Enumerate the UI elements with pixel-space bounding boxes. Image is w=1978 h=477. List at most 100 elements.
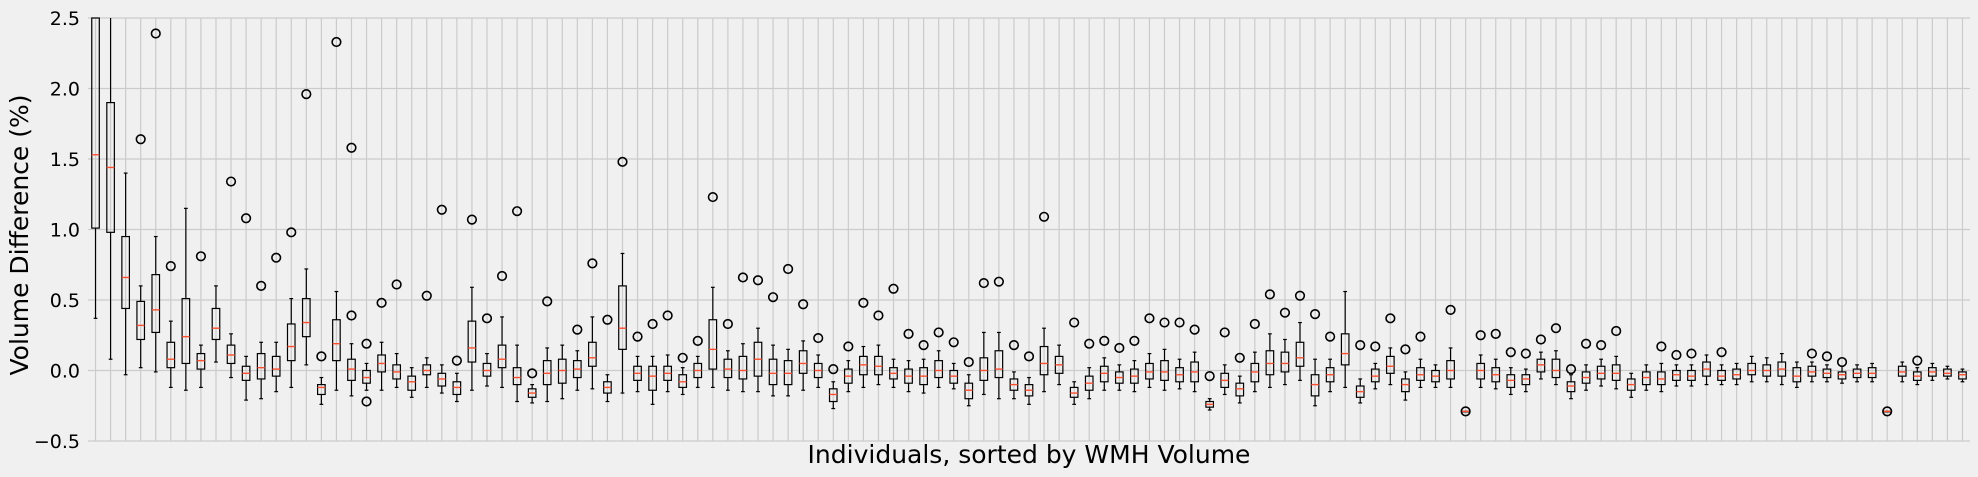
outlier-point: [903, 328, 914, 339]
box: [512, 367, 522, 386]
box-group: [1340, 290, 1350, 389]
box-group: [1174, 317, 1185, 390]
y-tick-label: 2.0: [50, 79, 80, 101]
outlier-point: [662, 310, 673, 321]
outlier-point: [496, 270, 508, 282]
outlier-point: [1550, 323, 1562, 334]
box-group: [301, 89, 312, 366]
outlier-point: [1580, 338, 1592, 349]
box: [723, 358, 733, 379]
box-group: [948, 337, 959, 390]
box: [211, 307, 221, 341]
outlier-point: [361, 338, 372, 349]
outlier-point: [888, 283, 899, 294]
box: [1401, 378, 1410, 393]
outlier-point: [1008, 340, 1020, 351]
outlier-point: [1806, 348, 1818, 359]
box: [1521, 374, 1531, 386]
box-group: [1716, 347, 1727, 386]
box: [678, 374, 688, 389]
outlier-point: [165, 261, 176, 272]
box: [1099, 365, 1109, 383]
box-group: [1611, 325, 1622, 390]
box-group: [767, 292, 779, 397]
box-group: [692, 335, 703, 389]
outlier-point: [451, 355, 462, 366]
outlier-point: [737, 272, 749, 283]
outlier-point: [1445, 304, 1456, 315]
outlier-point: [1565, 363, 1577, 375]
box: [121, 235, 131, 310]
box-group: [1535, 334, 1547, 380]
box: [1310, 374, 1320, 397]
box-group: [240, 213, 252, 401]
outlier-point: [1023, 351, 1035, 362]
box: [332, 319, 341, 362]
y-tick-label: 2.5: [50, 8, 80, 30]
box: [1611, 364, 1621, 381]
box-group: [798, 299, 809, 391]
box-group: [707, 191, 718, 389]
outlier-point: [993, 276, 1004, 287]
box-group: [677, 352, 688, 396]
box: [1747, 362, 1757, 376]
box: [738, 355, 748, 380]
box-group: [91, 17, 100, 319]
outlier-point: [1069, 317, 1080, 328]
box-group: [1249, 318, 1260, 393]
outlier-point: [1475, 330, 1486, 341]
box-group: [1836, 356, 1848, 384]
box-group: [873, 310, 884, 386]
outlier-point: [1325, 331, 1336, 342]
box: [618, 285, 627, 350]
box-group: [1023, 351, 1035, 405]
outlier-point: [767, 292, 779, 303]
box-group: [783, 263, 794, 397]
outlier-point: [225, 176, 237, 187]
outlier-point: [150, 28, 161, 39]
outlier-point: [1204, 371, 1215, 382]
y-tick-label: 0.5: [50, 290, 80, 312]
box: [1596, 365, 1606, 380]
box: [964, 382, 974, 400]
box: [1807, 365, 1817, 377]
box: [949, 369, 959, 384]
outlier-point: [858, 297, 869, 308]
box-group: [828, 363, 839, 410]
box: [1385, 355, 1395, 374]
box: [1265, 350, 1275, 376]
outlier-point: [346, 310, 357, 321]
outlier-point: [1355, 340, 1366, 351]
box: [994, 350, 1004, 379]
box: [497, 344, 507, 369]
box-group: [1370, 341, 1381, 390]
outlier-point: [948, 337, 959, 348]
box-group: [1806, 348, 1818, 383]
box-group: [1038, 211, 1050, 393]
box-group: [843, 341, 854, 393]
outlier-point: [1490, 328, 1501, 339]
box-group: [466, 214, 478, 391]
boxes: [91, 17, 1967, 417]
box-group: [752, 275, 764, 393]
outlier-point: [1716, 347, 1727, 358]
box-group: [1656, 341, 1667, 393]
box-group: [407, 367, 417, 398]
box-group: [1958, 368, 1967, 383]
box-group: [1114, 342, 1125, 391]
box-group: [813, 332, 824, 389]
outlier-point: [195, 251, 207, 262]
outlier-point: [1505, 347, 1516, 358]
outlier-point: [511, 206, 523, 217]
outlier-point: [843, 341, 854, 352]
outlier-point: [391, 279, 402, 290]
box-group: [963, 356, 974, 407]
box: [452, 381, 462, 396]
box-group: [1897, 361, 1907, 383]
box: [226, 344, 236, 365]
box-group: [1475, 330, 1486, 389]
box: [1536, 358, 1546, 373]
outlier-point: [436, 204, 447, 215]
outlier-point: [1385, 313, 1396, 324]
outlier-point: [361, 396, 372, 407]
